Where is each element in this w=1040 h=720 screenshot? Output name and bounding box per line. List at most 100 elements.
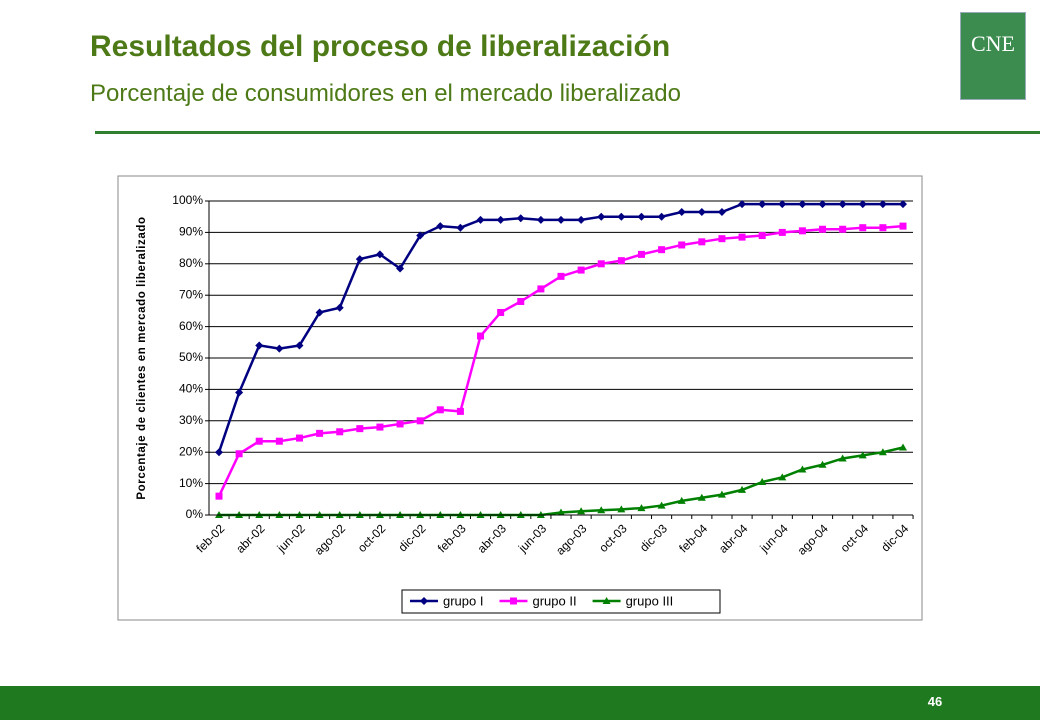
y-tick-label: 40%	[179, 382, 203, 396]
point	[818, 460, 827, 468]
point	[496, 215, 505, 224]
point	[456, 223, 465, 232]
point	[497, 308, 505, 316]
point	[798, 227, 806, 235]
point	[697, 207, 706, 216]
point	[818, 200, 827, 209]
point	[597, 260, 605, 268]
point	[376, 423, 384, 431]
point	[658, 246, 666, 254]
point	[758, 232, 766, 240]
y-axis-title: Porcentaje de clientes en mercado libera…	[136, 216, 148, 499]
point	[697, 493, 706, 501]
point	[657, 501, 666, 509]
y-tick-label: 100%	[172, 193, 203, 207]
point	[778, 200, 787, 209]
point	[255, 437, 263, 445]
title-rule	[95, 131, 1040, 134]
point	[838, 454, 847, 462]
point	[678, 241, 686, 249]
point	[698, 238, 706, 246]
point	[617, 257, 625, 265]
point	[255, 341, 264, 350]
y-tick-label: 50%	[179, 350, 203, 364]
point	[356, 425, 364, 433]
logo: CNE	[960, 12, 1026, 100]
point	[617, 505, 626, 513]
y-tick-label: 80%	[179, 256, 203, 270]
point	[456, 407, 464, 415]
point	[899, 443, 907, 451]
point	[536, 215, 545, 224]
legend-label: grupo II	[532, 593, 576, 608]
chart-frame	[117, 175, 923, 621]
point	[778, 473, 787, 481]
point	[315, 308, 324, 317]
point	[517, 297, 525, 305]
point	[420, 597, 428, 605]
point	[839, 225, 847, 233]
point	[899, 200, 907, 209]
point	[738, 200, 747, 209]
point	[215, 492, 223, 500]
point	[838, 200, 847, 209]
point	[858, 451, 867, 459]
point	[798, 200, 807, 209]
point	[577, 215, 586, 224]
point	[577, 266, 585, 274]
point	[738, 233, 746, 241]
legend-label: grupo I	[443, 593, 483, 608]
point	[557, 508, 565, 516]
point	[637, 250, 645, 258]
point	[758, 200, 767, 209]
y-tick-label: 60%	[179, 319, 203, 333]
point	[798, 465, 807, 473]
slide-title: Resultados del proceso de liberalización	[90, 30, 671, 63]
legend-box	[401, 589, 721, 614]
point	[557, 272, 565, 280]
point	[436, 222, 445, 231]
point	[597, 506, 606, 514]
point	[677, 496, 686, 504]
point	[275, 344, 284, 353]
point	[537, 285, 545, 293]
chart: Porcentaje de clientes en mercado libera…	[117, 175, 923, 621]
point	[295, 434, 303, 442]
point	[717, 490, 726, 498]
y-tick-label: 30%	[179, 413, 203, 427]
point	[899, 222, 907, 230]
point	[436, 406, 444, 414]
point	[396, 264, 405, 273]
point	[858, 200, 867, 209]
legend-label: grupo III	[626, 593, 674, 608]
point	[336, 428, 344, 436]
point	[316, 429, 324, 437]
point	[396, 420, 404, 428]
y-tick-label: 0%	[186, 507, 204, 521]
y-tick-label: 70%	[179, 287, 203, 301]
point	[637, 212, 646, 221]
point	[375, 250, 384, 259]
point	[878, 448, 887, 456]
point	[657, 212, 666, 221]
point	[557, 215, 565, 224]
point	[617, 212, 626, 221]
point	[416, 231, 425, 240]
point	[235, 388, 244, 397]
point	[476, 215, 485, 224]
point	[275, 437, 283, 445]
point	[637, 504, 646, 512]
point	[335, 303, 344, 312]
point	[778, 228, 786, 236]
point	[215, 448, 223, 457]
point	[859, 224, 867, 232]
y-tick-label: 20%	[179, 444, 203, 458]
page-number: 46	[927, 694, 943, 709]
point	[416, 417, 424, 425]
y-tick-label: 90%	[179, 225, 203, 239]
point	[295, 341, 304, 350]
point	[718, 235, 726, 243]
point	[577, 507, 586, 515]
point	[878, 200, 887, 209]
